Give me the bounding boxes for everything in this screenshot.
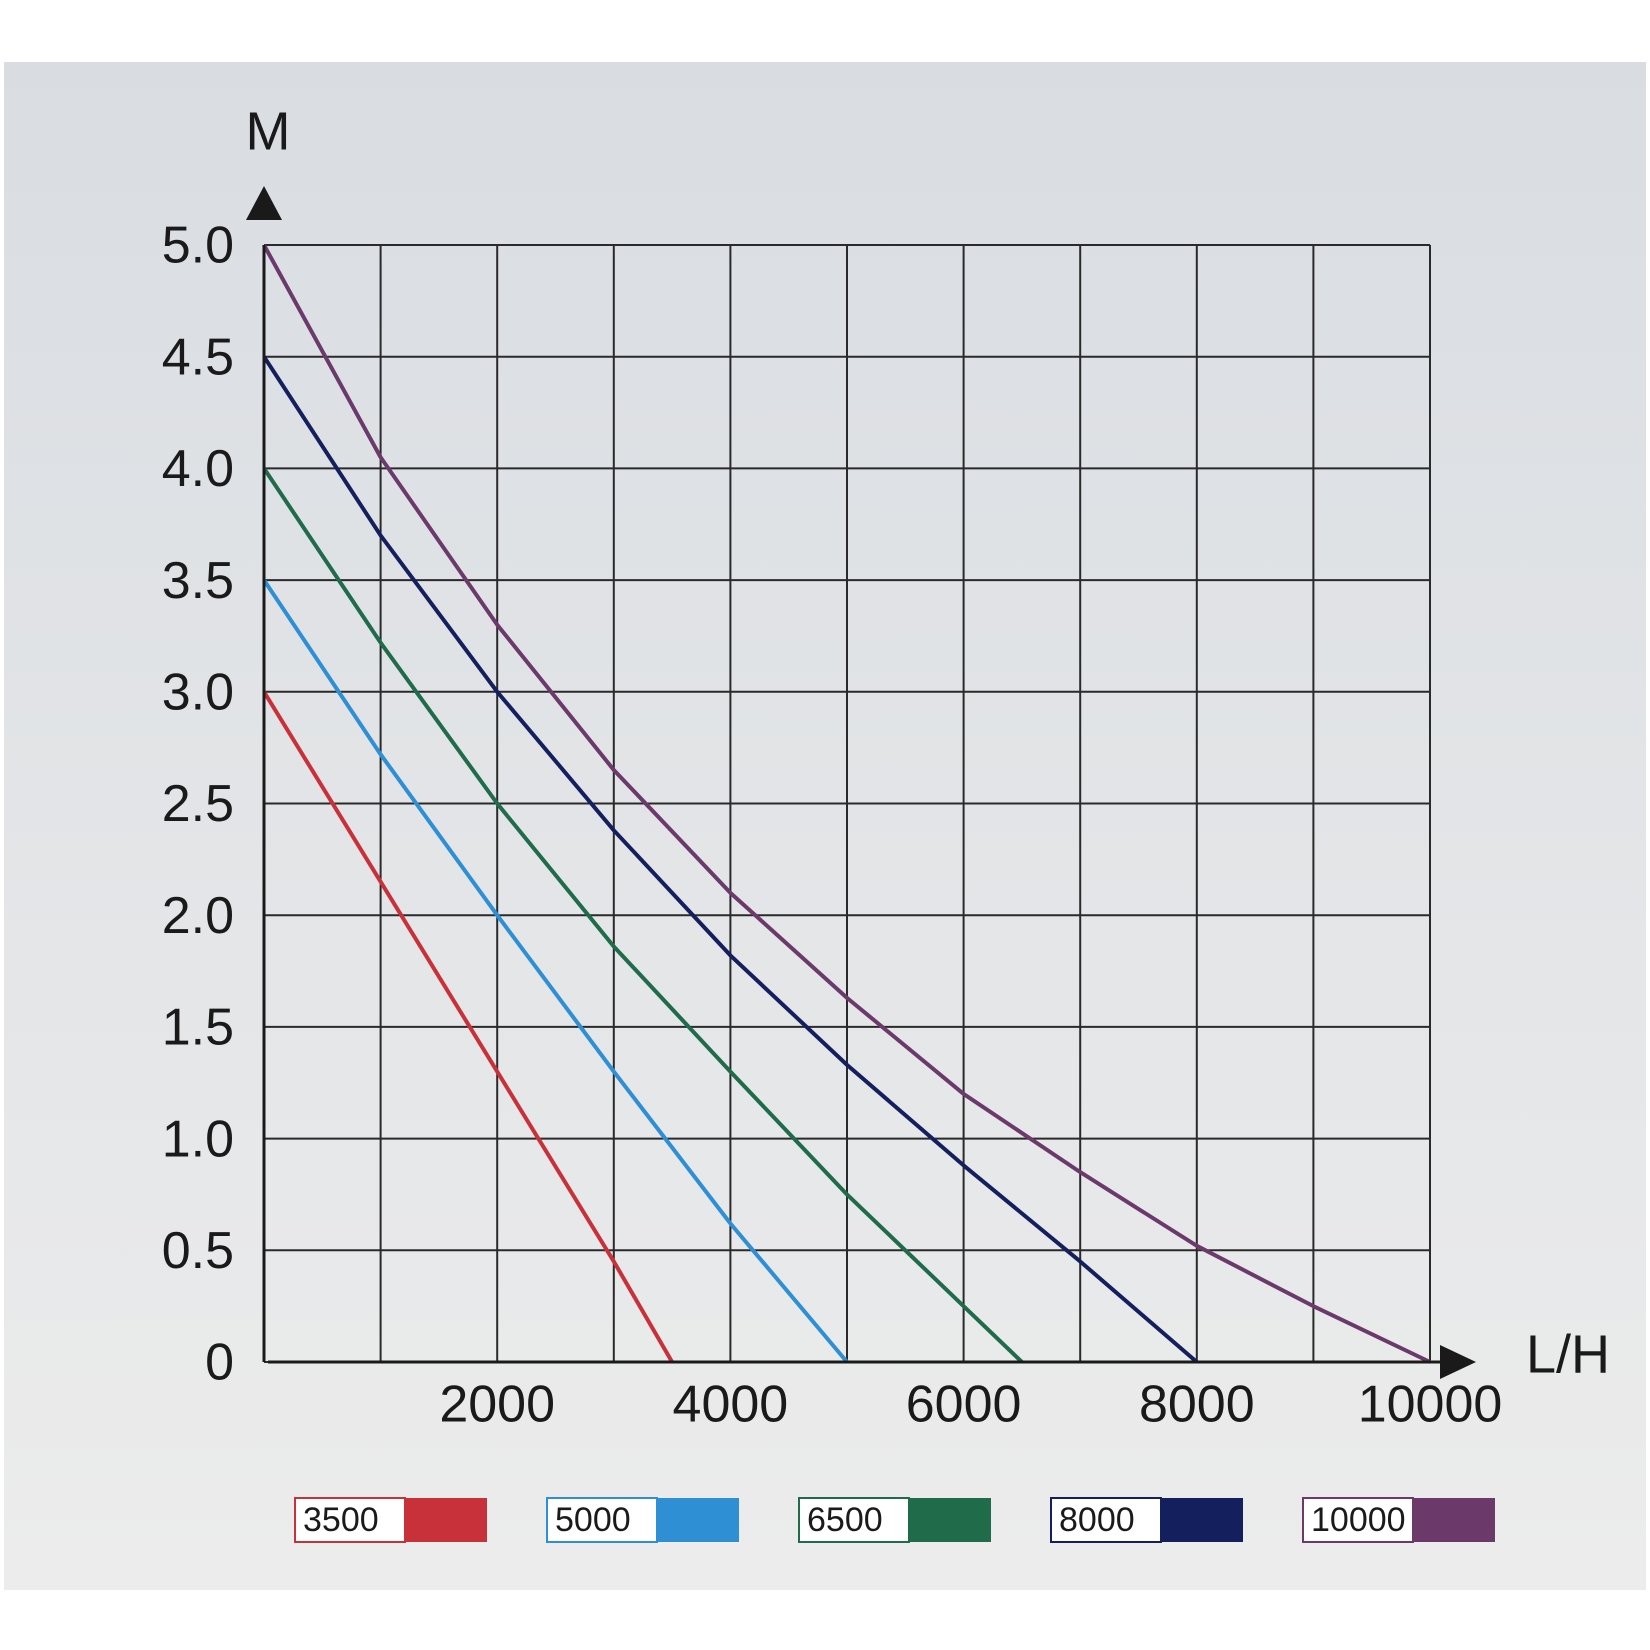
- y-tick-label: 4.0: [162, 440, 234, 498]
- legend-label: 3500: [303, 1501, 379, 1539]
- series-line: [262, 690, 674, 1364]
- y-tick-label: 2.0: [162, 887, 234, 945]
- legend-item: 3500: [294, 1497, 487, 1543]
- y-tick-label: 3.0: [162, 664, 234, 722]
- legend-label: 5000: [555, 1501, 631, 1539]
- legend-swatch: [657, 1498, 739, 1542]
- legend-swatch: [1413, 1498, 1495, 1542]
- x-axis-arrow: [1440, 1345, 1476, 1379]
- legend-swatch: [1161, 1498, 1243, 1542]
- y-tick-label: 1.0: [162, 1110, 234, 1168]
- y-tick-label: 4.5: [162, 328, 234, 386]
- legend-swatch: [405, 1498, 487, 1542]
- lines: [262, 244, 1431, 1364]
- y-tick-label: 0: [205, 1334, 234, 1392]
- y-tick-label: 3.5: [162, 552, 234, 610]
- grid: [263, 244, 1431, 1363]
- legend: 3500 5000 6500 8000 10000: [294, 1497, 1495, 1543]
- y-tick-label: 2.5: [162, 775, 234, 833]
- legend-item: 10000: [1302, 1497, 1495, 1543]
- x-tick-label: 8000: [1139, 1376, 1255, 1434]
- legend-swatch: [909, 1498, 991, 1542]
- y-tick-label: 1.5: [162, 999, 234, 1057]
- legend-label-box: [798, 1497, 910, 1543]
- legend-item: 5000: [546, 1497, 739, 1543]
- x-tick-label: 4000: [673, 1376, 789, 1434]
- legend-label: 10000: [1311, 1501, 1406, 1539]
- legend-label: 6500: [807, 1501, 883, 1539]
- x-tick-label: 6000: [906, 1376, 1022, 1434]
- legend-item: 6500: [798, 1497, 991, 1543]
- series-line: [262, 578, 849, 1364]
- x-axis-label: L/H: [1526, 1324, 1610, 1384]
- x-tick-label: 10000: [1358, 1376, 1503, 1434]
- y-tick-label: 0.5: [162, 1222, 234, 1280]
- series-line: [262, 467, 1024, 1364]
- legend-label: 8000: [1059, 1501, 1135, 1539]
- series-line: [262, 355, 1199, 1364]
- legend-label-box: [294, 1497, 406, 1543]
- legend-label-box: [1302, 1497, 1414, 1543]
- y-axis-arrow: [246, 186, 282, 220]
- y-tick-label: 5.0: [162, 217, 234, 275]
- series-line: [262, 244, 1431, 1364]
- legend-label-box: [546, 1497, 658, 1543]
- x-tick-label: 2000: [439, 1376, 555, 1434]
- y-axis-label: M: [246, 101, 291, 161]
- legend-item: 8000: [1050, 1497, 1243, 1543]
